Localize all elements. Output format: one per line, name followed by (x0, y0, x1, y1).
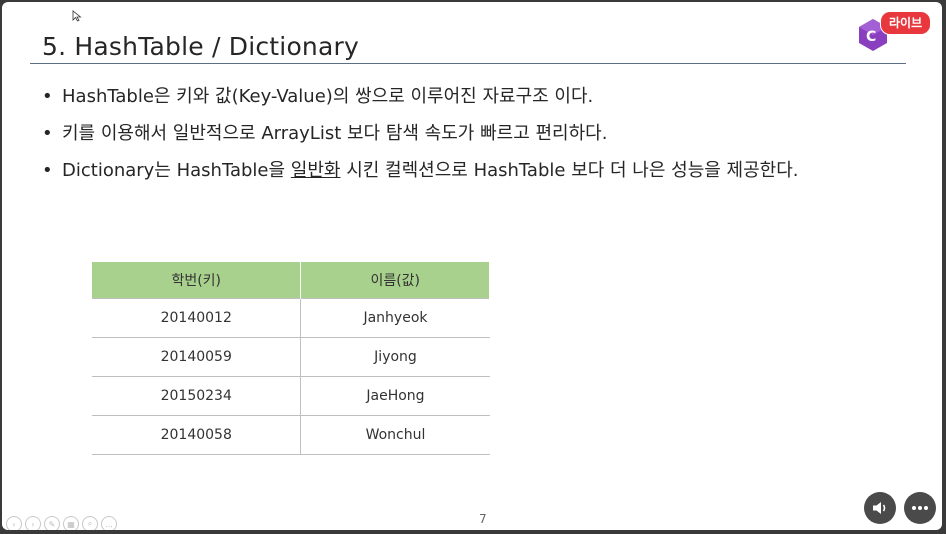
mouse-cursor-icon (72, 10, 82, 22)
header-key: 학번(키) (92, 262, 302, 299)
bullet-dot: • (42, 160, 53, 181)
cell-key: 20140012 (92, 298, 302, 338)
bullet-list: • HashTable은 키와 값(Key-Value)의 쌍으로 이루어진 자… (42, 82, 799, 193)
svg-text:C: C (866, 29, 876, 45)
cell-value: Wonchul (300, 415, 490, 455)
bullet-text: HashTable은 키와 값(Key-Value)의 쌍으로 이루어진 자료구… (62, 86, 594, 107)
cell-value: Janhyeok (300, 298, 490, 338)
next-slide-icon[interactable]: › (25, 516, 41, 530)
slide-controls: ‹ › ✎ ▦ ⌕ … (6, 516, 117, 530)
more-options-icon[interactable]: … (101, 516, 117, 530)
cell-key: 20140059 (92, 337, 302, 377)
more-button[interactable] (904, 492, 936, 524)
pen-icon[interactable]: ✎ (44, 516, 60, 530)
bullet-item: • 키를 이용해서 일반적으로 ArrayList 보다 탐색 속도가 빠르고 … (42, 119, 799, 156)
cell-key: 20150234 (92, 376, 302, 416)
bullet-item: • HashTable은 키와 값(Key-Value)의 쌍으로 이루어진 자… (42, 82, 799, 119)
zoom-icon[interactable]: ⌕ (82, 516, 98, 530)
live-badge: 라이브 (880, 11, 932, 35)
table-header-row: 학번(키) 이름(값) (92, 262, 490, 299)
bullet-item: • Dictionary는 HashTable을 일반화 시킨 컬렉션으로 Ha… (42, 156, 799, 193)
table-row: 20150234 JaeHong (92, 376, 490, 416)
bullet-dot: • (42, 123, 53, 144)
bullet-text-pre: Dictionary는 HashTable을 (62, 160, 291, 181)
bullet-text: 키를 이용해서 일반적으로 ArrayList 보다 탐색 속도가 빠르고 편리… (62, 123, 608, 144)
bullet-dot: • (42, 86, 53, 107)
page-number: 7 (479, 512, 487, 526)
cell-value: Jiyong (300, 337, 490, 377)
cell-value: JaeHong (300, 376, 490, 416)
table-row: 20140012 Janhyeok (92, 298, 490, 338)
more-dots-icon (912, 506, 928, 510)
slides-overview-icon[interactable]: ▦ (63, 516, 79, 530)
speaker-icon (873, 502, 886, 514)
prev-slide-icon[interactable]: ‹ (6, 516, 22, 530)
bullet-text-underlined: 일반화 (290, 160, 341, 181)
table-row: 20140058 Wonchul (92, 415, 490, 455)
bullet-text-post: 시킨 컬렉션으로 HashTable 보다 더 나은 성능을 제공한다. (340, 160, 799, 181)
title-divider (30, 63, 906, 64)
header-value: 이름(값) (300, 262, 490, 299)
speaker-button[interactable] (864, 492, 896, 524)
table-row: 20140059 Jiyong (92, 337, 490, 377)
slide-title: 5. HashTable / Dictionary (42, 32, 359, 61)
key-value-table: 학번(키) 이름(값) 20140012 Janhyeok 20140059 J… (92, 262, 490, 455)
cell-key: 20140058 (92, 415, 302, 455)
